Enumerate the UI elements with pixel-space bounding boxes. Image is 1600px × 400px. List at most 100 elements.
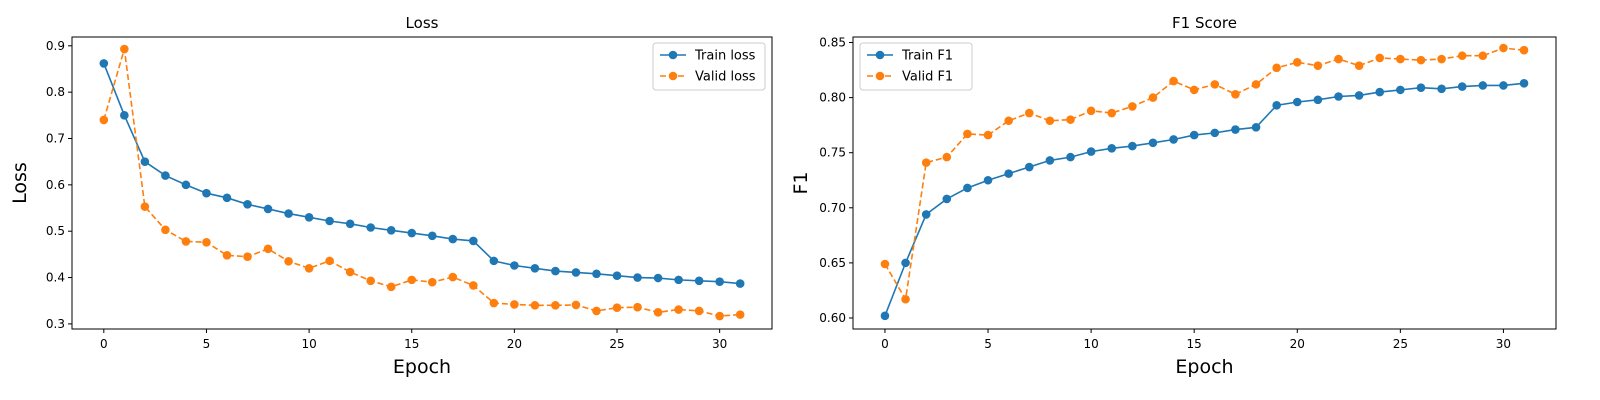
loss-x-tick-label: 25 (609, 337, 624, 351)
loss-data-point-train-loss (510, 261, 519, 270)
loss-data-point-train-loss (551, 266, 560, 276)
loss-data-point-train-loss (653, 273, 663, 283)
loss-y-tick-label: 0.9 (46, 39, 65, 53)
f1-data-point-train-f1 (1457, 82, 1467, 91)
f1-data-point-valid-f1 (1066, 115, 1075, 124)
loss-data-point-valid-loss (366, 276, 375, 286)
f1-y-tick-label: 0.70 (819, 201, 846, 215)
loss-data-point-valid-loss (715, 311, 724, 321)
loss-data-point-valid-loss (551, 301, 560, 310)
f1-data-point-valid-f1 (1045, 116, 1055, 126)
f1-data-point-valid-f1 (921, 158, 931, 167)
loss-data-point-train-loss (202, 188, 211, 198)
loss-data-point-train-loss (489, 256, 499, 266)
loss-data-point-valid-loss (571, 300, 581, 310)
loss-data-point-train-loss (304, 212, 314, 222)
f1-data-point-valid-f1 (1519, 45, 1529, 55)
loss-data-point-valid-loss (489, 298, 499, 308)
loss-data-point-valid-loss (469, 281, 478, 290)
loss-data-point-train-loss (161, 171, 170, 180)
f1-data-point-valid-f1 (1169, 76, 1178, 86)
loss-series-line-train-loss (103, 63, 741, 285)
f1-data-point-train-f1 (921, 210, 931, 219)
loss-data-point-train-loss (140, 157, 150, 166)
loss-data-point-valid-loss (653, 308, 663, 317)
f1-data-point-train-f1 (1189, 130, 1199, 140)
loss-data-point-train-loss (427, 231, 437, 241)
loss-data-point-valid-loss (120, 44, 129, 54)
loss-data-point-valid-loss (202, 238, 211, 247)
f1-data-point-valid-f1 (1251, 80, 1261, 89)
loss-data-point-train-loss (448, 234, 458, 244)
f1-data-point-train-f1 (1066, 152, 1075, 162)
f1-data-point-valid-f1 (942, 152, 952, 162)
f1-x-axis-label: Epoch (1175, 356, 1233, 378)
f1-data-point-valid-f1 (1354, 61, 1364, 70)
loss-x-tick-label: 30 (712, 337, 727, 351)
loss-data-point-valid-loss (592, 306, 601, 316)
loss-data-point-valid-loss (161, 225, 170, 235)
f1-legend-label-valid-f1: Valid F1 (902, 70, 953, 85)
f1-y-tick-label: 0.85 (819, 36, 846, 50)
f1-data-point-train-f1 (1478, 81, 1488, 90)
f1-legend-marker-train-f1 (875, 50, 885, 60)
loss-data-point-valid-loss (345, 267, 355, 277)
loss-chart-title: Loss (406, 14, 439, 32)
loss-plot-frame (71, 36, 773, 330)
f1-legend-marker-valid-f1 (875, 71, 885, 81)
f1-series-line-train-f1 (884, 82, 1525, 317)
f1-data-point-train-f1 (1169, 135, 1178, 144)
f1-data-point-train-f1 (1107, 143, 1117, 153)
loss-data-point-train-loss (181, 180, 191, 190)
f1-y-tick-label: 0.75 (819, 146, 846, 160)
loss-data-point-valid-loss (386, 282, 396, 292)
f1-series-train-f1 (880, 78, 1529, 321)
f1-series-line-valid-f1 (884, 47, 1525, 302)
loss-x-tick-label: 20 (507, 337, 522, 351)
f1-data-point-train-f1 (1004, 169, 1013, 178)
f1-data-point-valid-f1 (1334, 54, 1343, 64)
loss-data-point-valid-loss (181, 237, 191, 246)
loss-chart: Loss Epoch Loss 0 5 10 15 20 25 30 0.3 0.4 0.5 0.6… (9, 14, 773, 378)
f1-data-point-valid-f1 (1396, 54, 1405, 64)
f1-data-point-train-f1 (1292, 97, 1302, 107)
loss-legend: Train loss Valid loss (652, 42, 766, 91)
loss-y-tick-label: 0.3 (46, 317, 65, 331)
f1-series-valid-f1 (880, 43, 1529, 304)
f1-x-tick-label: 25 (1393, 337, 1408, 351)
f1-data-point-train-f1 (1354, 91, 1364, 100)
f1-data-point-valid-f1 (1210, 80, 1220, 89)
f1-data-point-valid-f1 (1189, 85, 1199, 95)
loss-data-point-valid-loss (263, 244, 273, 254)
loss-data-point-train-loss (243, 200, 252, 209)
loss-data-point-valid-loss (222, 251, 232, 260)
f1-data-point-train-f1 (1272, 101, 1281, 110)
f1-data-point-valid-f1 (1128, 102, 1137, 111)
f1-data-point-valid-f1 (901, 294, 910, 304)
loss-y-tick-label: 0.7 (46, 132, 65, 146)
f1-data-point-valid-f1 (1437, 54, 1446, 64)
loss-y-tick-label: 0.8 (46, 85, 65, 99)
loss-data-point-train-loss (530, 263, 540, 273)
f1-y-tick-label: 0.80 (819, 91, 846, 105)
f1-data-point-train-f1 (1375, 87, 1385, 97)
loss-legend-label-valid-loss: Valid loss (695, 70, 756, 85)
loss-data-point-train-loss (345, 219, 355, 229)
f1-x-tick-label: 10 (1083, 337, 1098, 351)
f1-data-point-train-f1 (1024, 162, 1034, 172)
f1-data-point-valid-f1 (963, 129, 972, 139)
loss-x-tick-label: 15 (404, 337, 419, 351)
loss-y-tick-label: 0.6 (46, 178, 65, 192)
f1-data-point-valid-f1 (1457, 51, 1467, 61)
loss-data-point-train-loss (612, 271, 622, 280)
f1-data-point-valid-f1 (983, 130, 993, 140)
loss-data-point-train-loss (633, 273, 642, 282)
f1-x-tick-label: 5 (984, 337, 992, 351)
f1-y-axis-label: F1 (790, 171, 812, 194)
f1-y-tick-label: 0.60 (819, 311, 846, 325)
loss-data-point-valid-loss (427, 277, 437, 287)
f1-chart-title: F1 Score (1172, 14, 1237, 32)
loss-data-point-train-loss (263, 204, 273, 214)
f1-data-point-train-f1 (880, 311, 890, 321)
